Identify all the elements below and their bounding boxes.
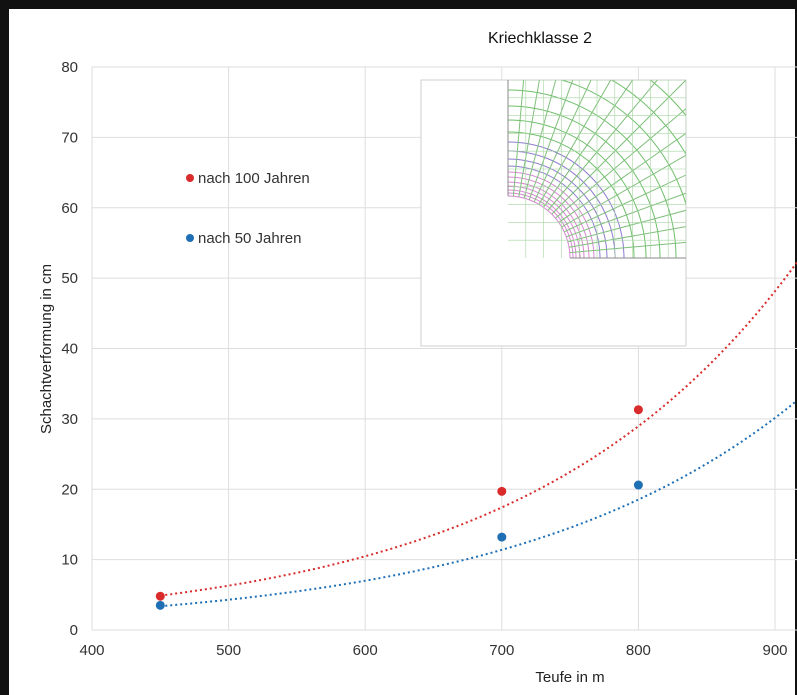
grid: [91, 66, 797, 631]
x-axis-label: Teufe in m: [535, 669, 604, 686]
y-tick-label: 50: [61, 270, 78, 287]
trendline: [160, 261, 797, 597]
data-point: [497, 486, 507, 496]
chart-title: Kriechklasse 2: [488, 30, 592, 47]
y-tick-label: 30: [61, 411, 78, 428]
mesh-grid: [508, 80, 686, 258]
y-tick-label: 10: [61, 552, 78, 569]
y-tick-label: 0: [70, 622, 78, 639]
legend-marker: [186, 174, 194, 182]
y-tick-label: 80: [61, 59, 78, 76]
x-tick-label: 600: [353, 642, 378, 659]
y-tick-label: 40: [61, 341, 78, 358]
trendline: [160, 399, 797, 608]
data-point: [497, 532, 507, 542]
data-point: [633, 480, 643, 490]
data-point: [155, 591, 165, 601]
y-axis-label: Schachtverformung in cm: [38, 264, 55, 434]
legend-label: nach 100 Jahren: [198, 170, 310, 187]
inset-mesh-figure: [420, 79, 687, 347]
x-tick-label: 800: [626, 642, 651, 659]
x-tick-label: 400: [79, 642, 104, 659]
legend: nach 100 Jahren nach 50 Jahren: [186, 170, 310, 247]
x-tick-label: 500: [216, 642, 241, 659]
y-axis-ticks: 0 10 20 30 40 50 60 70 80: [61, 59, 78, 639]
y-tick-label: 70: [61, 129, 78, 146]
trendlines: [160, 261, 797, 608]
data-point: [155, 600, 165, 610]
data-points: [155, 405, 643, 610]
legend-label: nach 50 Jahren: [198, 230, 301, 247]
y-tick-label: 20: [61, 481, 78, 498]
x-tick-label: 700: [489, 642, 514, 659]
y-tick-label: 60: [61, 200, 78, 217]
data-point: [633, 405, 643, 415]
x-tick-label: 900: [762, 642, 787, 659]
legend-marker: [186, 234, 194, 242]
x-axis-ticks: 400 500 600 700 800 900: [79, 642, 787, 659]
